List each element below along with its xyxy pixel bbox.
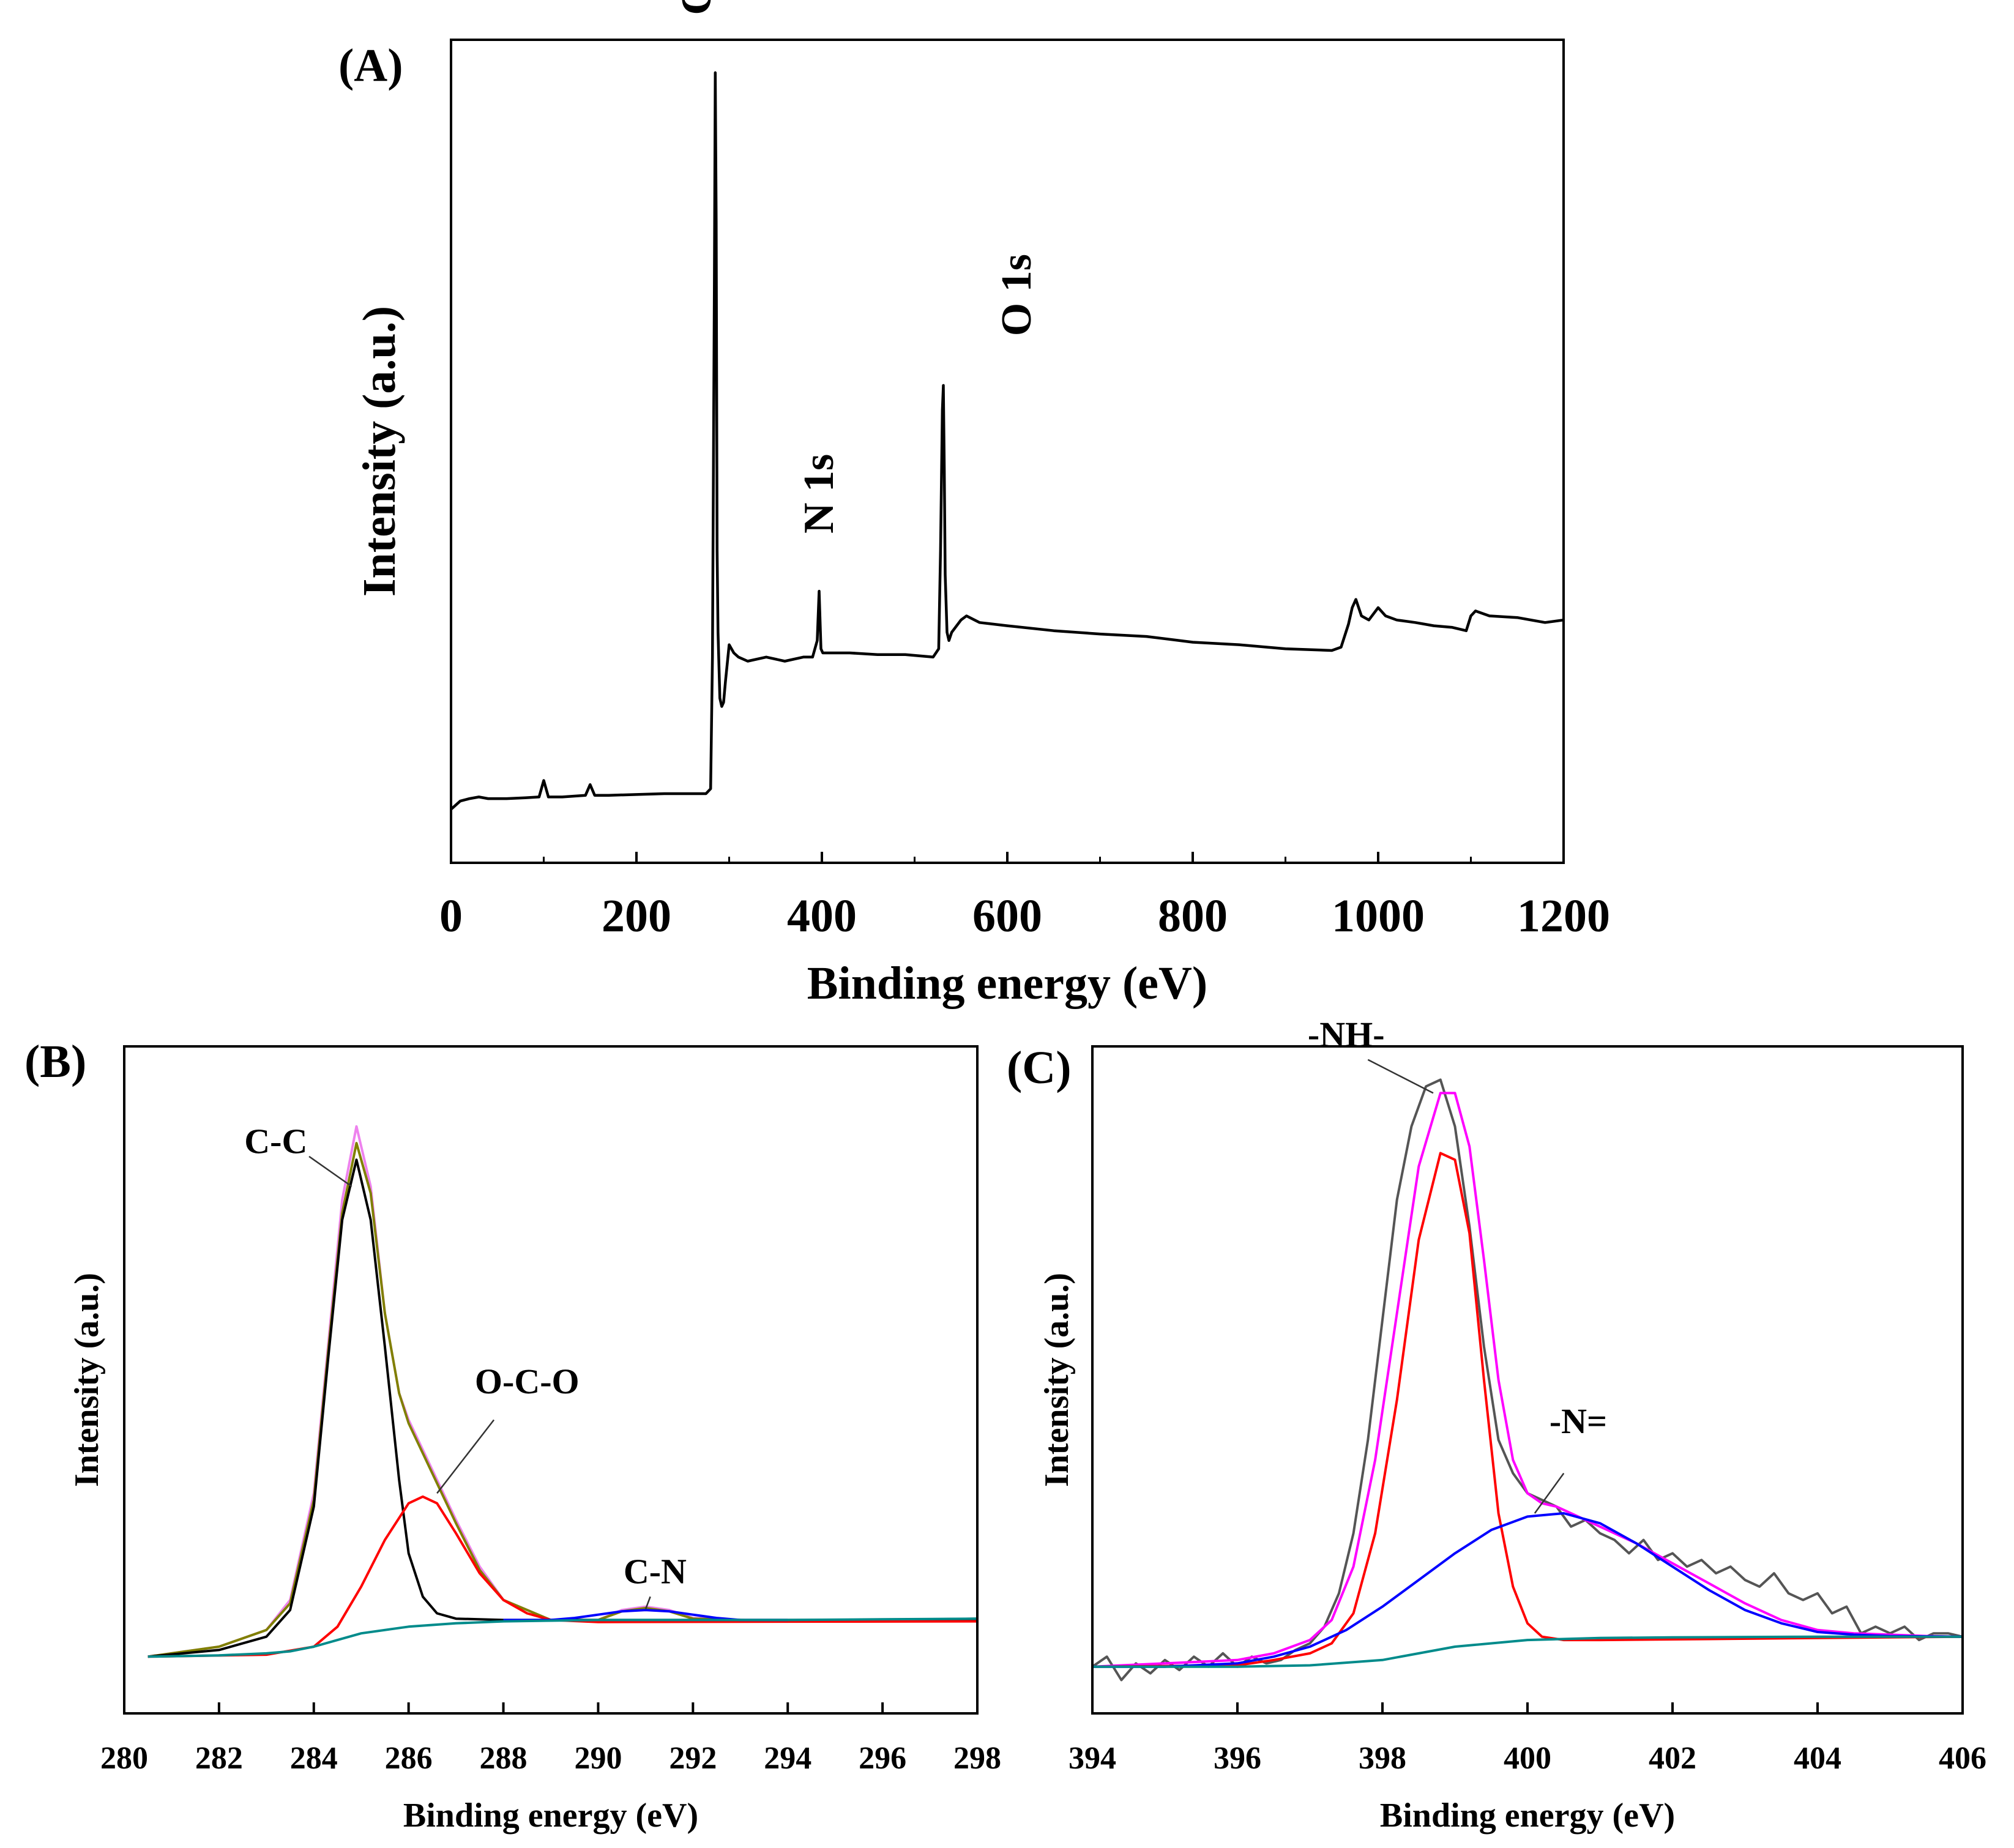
- chart-b: 280 282 284 286 288 290 292 294 296 298 Binding en…: [24, 1036, 1001, 1835]
- series-line--nh-fit: [1092, 1152, 1963, 1668]
- x-tick-label: 398: [1359, 1741, 1406, 1776]
- peak-annotation: N 1s: [796, 454, 843, 534]
- x-tick-label: 1000: [1332, 890, 1425, 942]
- x-tick-label: 394: [1069, 1741, 1116, 1776]
- series-line--n-fit: [1092, 1512, 1963, 1668]
- peak-annotation: C-N: [624, 1551, 687, 1591]
- x-axis-label: Binding energy (eV): [1380, 1797, 1675, 1835]
- series-line-fit-envelope: [147, 1142, 978, 1658]
- series-line-survey: [450, 71, 1564, 811]
- x-tick-label: 1200: [1517, 890, 1610, 942]
- x-tick-label: 284: [290, 1741, 338, 1776]
- x-tick-label: 396: [1214, 1741, 1261, 1776]
- series-line-background: [147, 1617, 978, 1658]
- x-tick-label: 298: [953, 1741, 1001, 1776]
- x-tick-label: 296: [859, 1741, 906, 1776]
- annotation-leader: [1367, 1059, 1434, 1094]
- x-tick-label: 200: [602, 890, 671, 942]
- peak-annotation: C-C: [244, 1121, 307, 1161]
- y-axis-label: Intensity (a.u.): [354, 306, 405, 597]
- x-axis-label: Binding energy (eV): [807, 958, 1207, 1009]
- panel-label: (B): [24, 1036, 86, 1087]
- series-line-c-c-fit: [147, 1158, 977, 1658]
- x-axis-label: Binding energy (eV): [403, 1797, 698, 1835]
- y-axis-label: Intensity (a.u.): [1038, 1273, 1076, 1487]
- x-tick-label: 294: [764, 1741, 811, 1776]
- x-tick-label: 402: [1649, 1741, 1696, 1776]
- series-line-fit-envelope: [1092, 1092, 1963, 1668]
- x-tick-label: 286: [385, 1741, 433, 1776]
- y-axis-label: Intensity (a.u.): [68, 1273, 106, 1487]
- series-line-background: [1092, 1635, 1963, 1668]
- plot-frame: [123, 1045, 979, 1715]
- panel-label: (A): [338, 40, 403, 91]
- x-tick-label: 0: [439, 890, 463, 942]
- x-tick-label: 400: [1504, 1741, 1551, 1776]
- peak-annotation: C 1s: [673, 0, 720, 15]
- annotation-leader: [436, 1419, 495, 1494]
- peak-annotation: O 1s: [993, 254, 1040, 336]
- series-line-raw: [1091, 1078, 1963, 1682]
- x-tick-label: 406: [1939, 1741, 1986, 1776]
- chart-a: 0 200 400 600 800 1000 1200 Binding energy (eV)…: [338, 0, 1610, 1009]
- chart-c: 394 396 398 400 402 404 406 Binding energy (eV)…: [1007, 1015, 1986, 1835]
- peak-annotation: -NH-: [1308, 1015, 1385, 1054]
- x-tick-label: 404: [1794, 1741, 1841, 1776]
- series-line-c-n-fit: [503, 1609, 788, 1622]
- x-tick-label: 292: [669, 1741, 717, 1776]
- peak-annotation: O-C-O: [475, 1362, 580, 1401]
- x-tick-label: 280: [100, 1741, 148, 1776]
- series-line-o-c-o-fit: [147, 1495, 978, 1658]
- x-tick-label: 600: [972, 890, 1042, 942]
- annotation-leader: [1534, 1472, 1565, 1514]
- peak-annotation: -N=: [1550, 1401, 1607, 1441]
- x-tick-label: 800: [1158, 890, 1228, 942]
- x-tick-label: 288: [480, 1741, 528, 1776]
- annotation-leader: [644, 1596, 651, 1610]
- plot-frame: [450, 39, 1565, 864]
- x-tick-label: 400: [787, 890, 857, 942]
- x-tick-label: 282: [195, 1741, 243, 1776]
- annotation-leader: [308, 1155, 352, 1187]
- x-tick-label: 290: [574, 1741, 622, 1776]
- panel-label: (C): [1007, 1042, 1072, 1094]
